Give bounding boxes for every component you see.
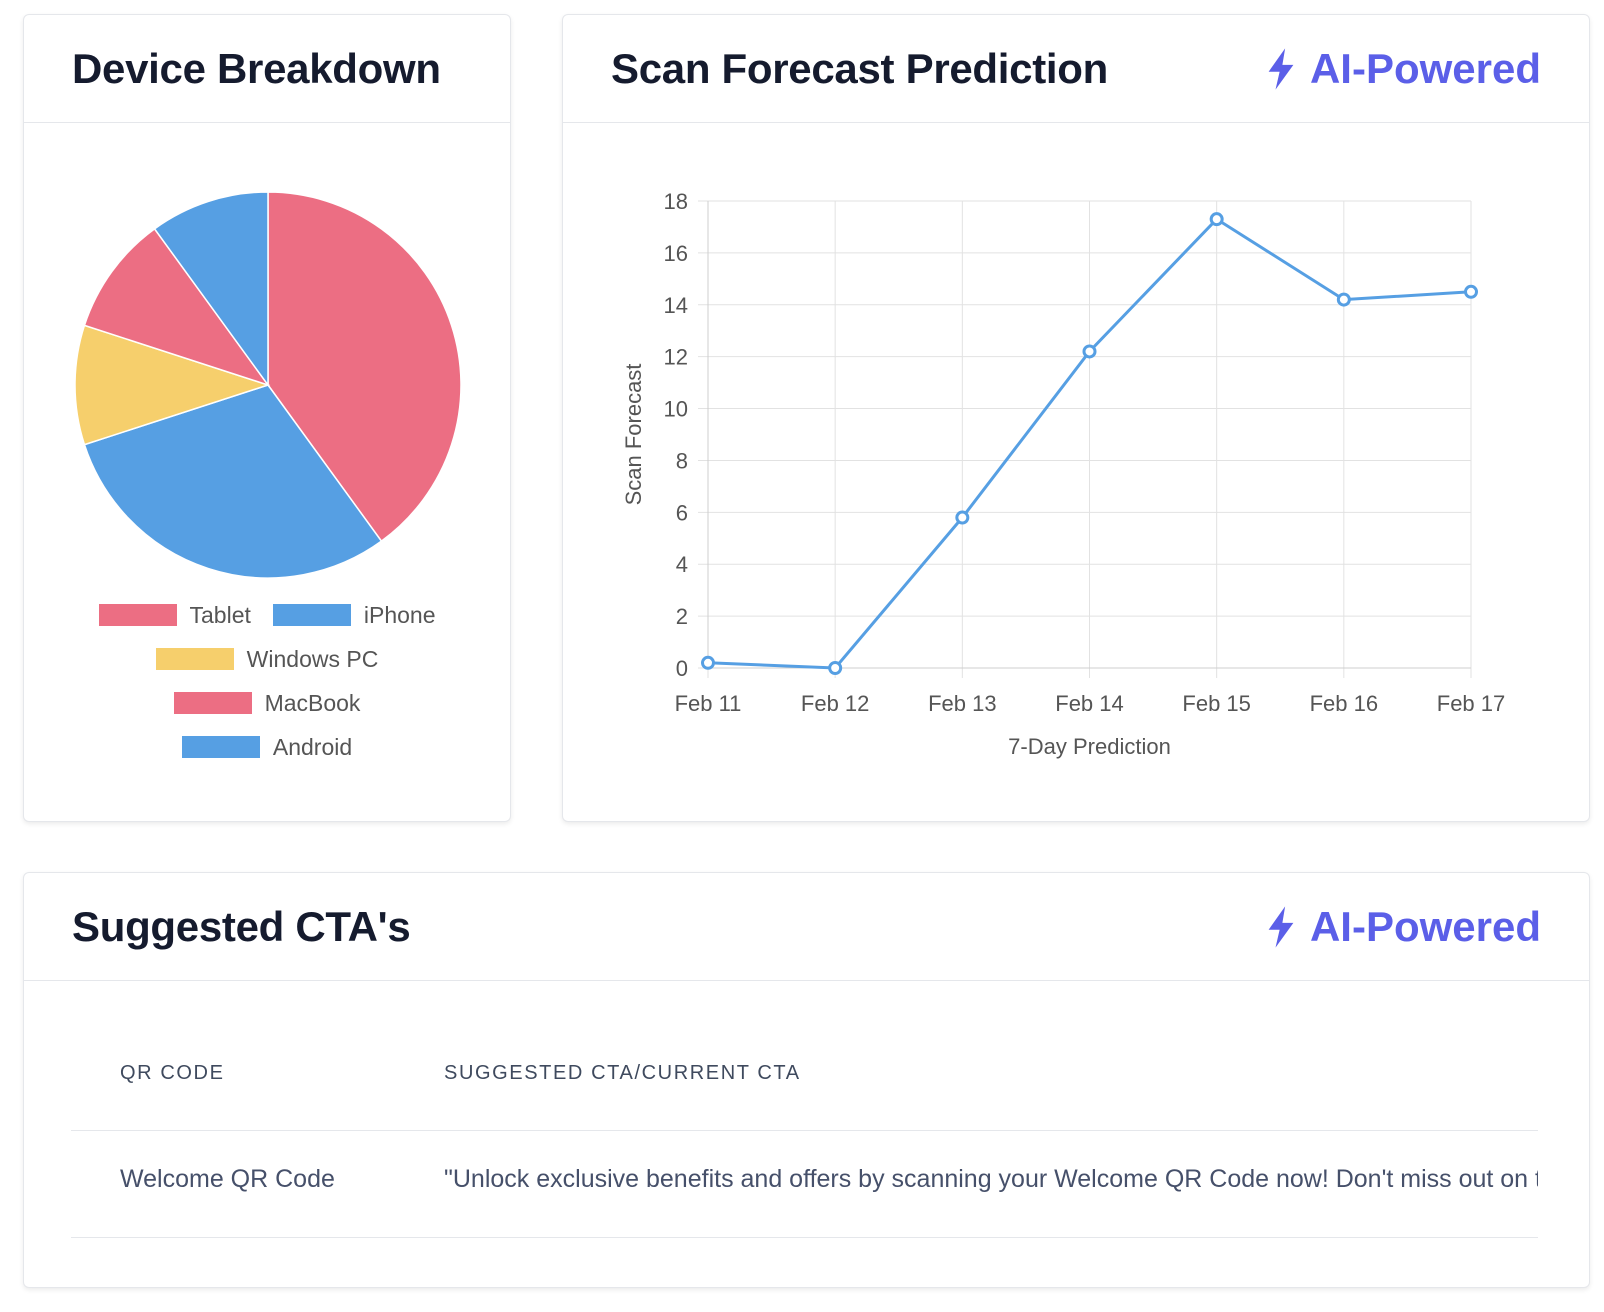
legend-item-macbook[interactable]: MacBook xyxy=(173,689,361,717)
y-tick-label: 4 xyxy=(676,552,688,577)
legend-swatch-tablet xyxy=(98,604,177,626)
x-tick-label: Feb 17 xyxy=(1437,691,1506,716)
x-tick-label: Feb 13 xyxy=(928,691,997,716)
y-tick-label: 10 xyxy=(664,397,688,422)
legend-swatch-macbook xyxy=(173,692,252,714)
y-tick-label: 6 xyxy=(676,500,688,525)
x-tick-label: Feb 12 xyxy=(801,691,870,716)
legend-item-iphone[interactable]: iPhone xyxy=(272,601,436,629)
column-header-qr-code: QR CODE xyxy=(120,1062,225,1084)
y-tick-label: 16 xyxy=(664,241,688,266)
table-cell-cta: "Unlock exclusive benefits and offers by… xyxy=(444,1165,1538,1193)
legend-item-tablet[interactable]: Tablet xyxy=(98,601,251,629)
suggested-cta-title: Suggested CTA's xyxy=(72,902,411,950)
lightning-bolt-icon xyxy=(1268,905,1294,948)
pie-slice-tablet[interactable] xyxy=(267,191,462,543)
forecast-point-feb-15[interactable] xyxy=(1209,212,1224,227)
forecast-point-feb-12[interactable] xyxy=(828,661,843,675)
lightning-bolt-icon xyxy=(1268,47,1294,90)
legend-label-iphone: iPhone xyxy=(363,601,436,628)
forecast-point-feb-17[interactable] xyxy=(1464,284,1478,299)
pie-slice-iphone[interactable] xyxy=(83,384,383,579)
ai-powered-badge: AI-Powered xyxy=(1264,45,1541,93)
legend-label-macbook: MacBook xyxy=(264,689,361,716)
y-tick-label: 18 xyxy=(664,189,688,214)
x-tick-label: Feb 14 xyxy=(1055,691,1124,716)
legend-row: Android xyxy=(181,725,353,769)
y-tick-label: 8 xyxy=(676,448,688,473)
forecast-point-feb-11[interactable] xyxy=(701,655,715,670)
table-divider xyxy=(71,1237,1538,1238)
y-tick-label: 12 xyxy=(664,345,688,370)
ai-powered-badge: AI-Powered xyxy=(1264,903,1541,951)
device-breakdown-header: Device Breakdown xyxy=(24,15,510,123)
legend-item-android[interactable]: Android xyxy=(181,733,353,761)
legend-swatch-iphone xyxy=(272,604,351,626)
scan-forecast-line-chart: 0 2 4 6 8 10 12 14 16 18 Feb 11 Feb 12 Feb 13 Feb 14 F… xyxy=(621,189,1506,759)
forecast-point-feb-14[interactable] xyxy=(1082,344,1097,359)
legend-row: Tablet iPhone xyxy=(98,593,436,637)
pie-slice-macbook[interactable] xyxy=(83,227,270,387)
scan-forecast-title: Scan Forecast Prediction xyxy=(611,44,1108,92)
scan-forecast-header: Scan Forecast Prediction AI-Powered xyxy=(563,15,1589,123)
legend-label-windows-pc: Windows PC xyxy=(246,645,379,672)
legend-row: Windows PC xyxy=(155,637,379,681)
suggested-cta-card: Suggested CTA's AI-Powered xyxy=(23,872,1590,1288)
legend-swatch-windows-pc xyxy=(155,648,234,670)
device-breakdown-card: Device Breakdown Tablet iPhone Windows P… xyxy=(23,14,511,822)
y-tick-label: 2 xyxy=(676,604,688,629)
legend-label-tablet: Tablet xyxy=(189,601,251,628)
pie-slice-android[interactable] xyxy=(153,191,269,388)
legend-swatch-android xyxy=(181,736,260,758)
pie-slice-windows-pc[interactable] xyxy=(74,324,271,446)
forecast-point-feb-13[interactable] xyxy=(955,510,970,525)
forecast-point-feb-16[interactable] xyxy=(1336,292,1351,307)
column-header-suggested-cta: SUGGESTED CTA/CURRENT CTA xyxy=(444,1062,801,1084)
x-tick-label: Feb 16 xyxy=(1310,691,1379,716)
y-tick-label: 14 xyxy=(664,293,688,318)
device-pie-chart xyxy=(74,191,462,579)
legend-item-windows-pc[interactable]: Windows PC xyxy=(155,645,379,673)
scan-forecast-card: Scan Forecast Prediction AI-Powered 0 2 4 6… xyxy=(562,14,1590,822)
table-cell-qr-code[interactable]: Welcome QR Code xyxy=(120,1165,335,1193)
legend-label-android: Android xyxy=(272,733,353,760)
x-tick-label: Feb 11 xyxy=(675,691,742,716)
y-tick-label: 0 xyxy=(676,656,688,681)
y-axis-label: Scan Forecast xyxy=(621,364,646,506)
pie-legend: Tablet iPhone Windows PC MacBook Android xyxy=(24,593,510,769)
ai-powered-label: AI-Powered xyxy=(1309,902,1541,950)
table-divider xyxy=(71,1130,1538,1131)
x-tick-label: Feb 15 xyxy=(1182,691,1251,716)
device-breakdown-title: Device Breakdown xyxy=(72,44,441,92)
ai-powered-label: AI-Powered xyxy=(1309,44,1541,92)
x-axis-label: 7-Day Prediction xyxy=(1008,734,1171,759)
legend-row: MacBook xyxy=(173,681,361,725)
suggested-cta-header: Suggested CTA's AI-Powered xyxy=(24,873,1589,981)
